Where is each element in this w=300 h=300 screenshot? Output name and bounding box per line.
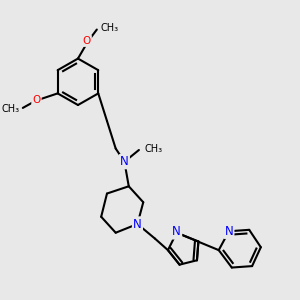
Text: N: N <box>120 155 129 168</box>
Text: N: N <box>133 218 142 230</box>
Text: N: N <box>172 225 181 238</box>
Text: N: N <box>224 225 233 238</box>
Text: CH₃: CH₃ <box>100 23 118 33</box>
Text: CH₃: CH₃ <box>144 143 162 154</box>
Text: O: O <box>32 95 40 105</box>
Text: O: O <box>82 36 91 46</box>
Text: CH₃: CH₃ <box>1 104 19 114</box>
